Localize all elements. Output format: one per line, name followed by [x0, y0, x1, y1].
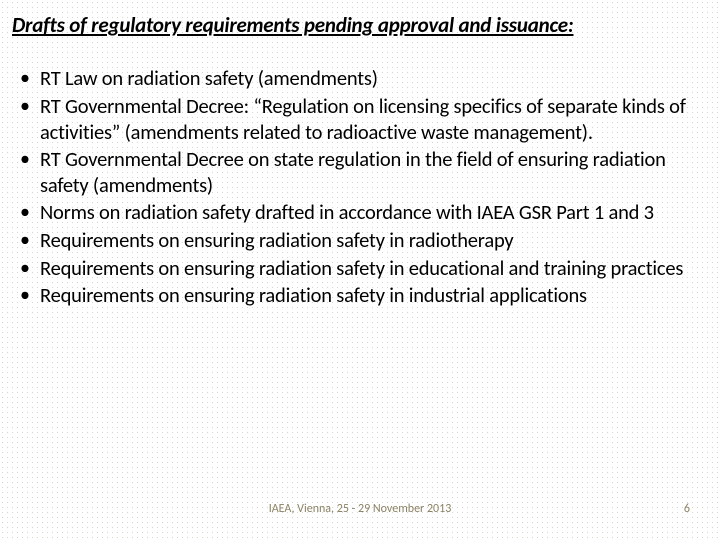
slide-footer: IAEA, Vienna, 25 - 29 November 2013 6 [0, 502, 720, 522]
slide: Drafts of regulatory requirements pendin… [0, 0, 720, 540]
slide-title: Drafts of regulatory requirements pendin… [12, 12, 702, 38]
list-item: Requirements on ensuring radiation safet… [12, 228, 702, 254]
footer-page-number: 6 [684, 502, 690, 516]
list-item: Requirements on ensuring radiation safet… [12, 256, 702, 282]
bullet-list: RT Law on radiation safety (amendments) … [12, 66, 702, 309]
list-item: Requirements on ensuring radiation safet… [12, 283, 702, 309]
list-item: RT Law on radiation safety (amendments) [12, 66, 702, 92]
list-item: RT Governmental Decree: “Regulation on l… [12, 94, 702, 145]
footer-venue-date: IAEA, Vienna, 25 - 29 November 2013 [0, 502, 720, 516]
list-item: Norms on radiation safety drafted in acc… [12, 200, 702, 226]
list-item: RT Governmental Decree on state regulati… [12, 147, 702, 198]
